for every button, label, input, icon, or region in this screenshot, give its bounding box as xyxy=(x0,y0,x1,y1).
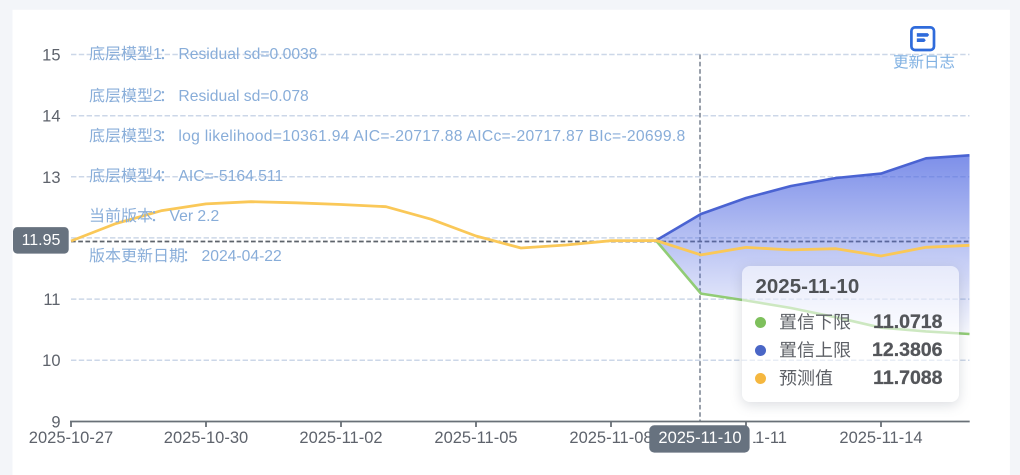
svg-text:AIC=-5164.511: AIC=-5164.511 xyxy=(178,168,283,185)
svg-text:10: 10 xyxy=(42,352,60,370)
svg-text:2025-10-30: 2025-10-30 xyxy=(164,429,248,447)
svg-text:2025-11-05: 2025-11-05 xyxy=(434,429,517,447)
svg-text:2025-10-27: 2025-10-27 xyxy=(29,429,113,447)
svg-text:2: 2 xyxy=(153,88,162,105)
svg-text:1: 1 xyxy=(153,46,162,63)
svg-text:Residual sd=0.0038: Residual sd=0.0038 xyxy=(178,46,317,63)
svg-text:2024-04-22: 2024-04-22 xyxy=(202,248,282,265)
svg-text:3: 3 xyxy=(153,128,162,145)
svg-text:9: 9 xyxy=(51,413,60,431)
svg-text:4: 4 xyxy=(153,168,162,185)
svg-text:Ver 2.2: Ver 2.2 xyxy=(170,208,220,225)
svg-text:15: 15 xyxy=(42,47,60,65)
svg-text:2025-11-10: 2025-11-10 xyxy=(658,429,741,447)
svg-text:11: 11 xyxy=(43,291,60,309)
svg-text:2025-11-08: 2025-11-08 xyxy=(569,429,652,447)
svg-text:2025-11-14: 2025-11-14 xyxy=(839,429,922,447)
svg-text:14: 14 xyxy=(42,108,60,126)
svg-text:log likelihood=10361.94 AIC=-2: log likelihood=10361.94 AIC=-20717.88 AI… xyxy=(178,128,685,145)
svg-text:2025-11-02: 2025-11-02 xyxy=(299,429,382,447)
svg-text:2025-11-11: 2025-11-11 xyxy=(705,429,787,447)
svg-text:11.95: 11.95 xyxy=(22,232,61,249)
svg-text:Residual sd=0.078: Residual sd=0.078 xyxy=(178,88,309,105)
svg-text:13: 13 xyxy=(42,169,60,187)
